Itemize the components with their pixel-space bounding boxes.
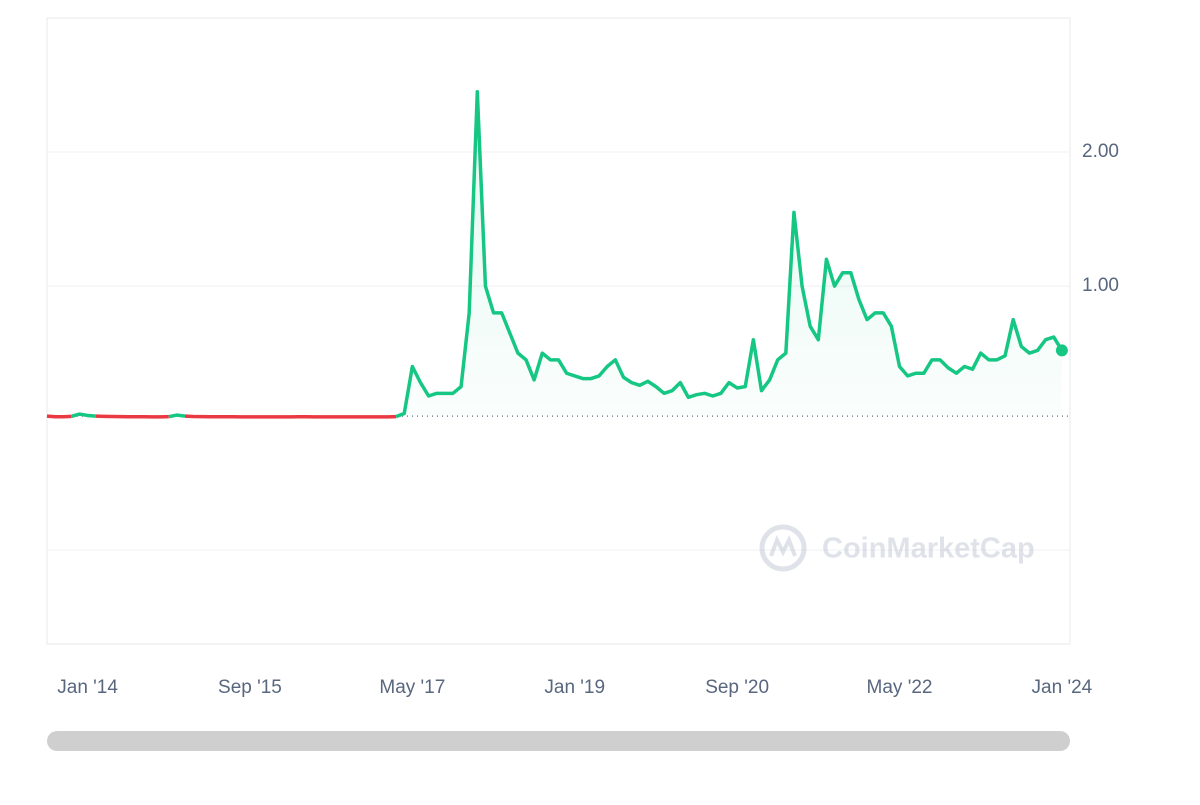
watermark: CoinMarketCap	[759, 524, 1035, 572]
price-line	[46, 414, 72, 419]
last-point	[1055, 344, 1068, 357]
y-tick-label: 1.00	[1082, 275, 1119, 296]
price-line	[70, 412, 96, 419]
y-tick-label: 2.00	[1082, 141, 1119, 162]
x-tick-label: Sep '20	[705, 677, 769, 698]
plot-frame	[46, 17, 1071, 645]
x-tick-label: Jan '19	[544, 677, 605, 698]
x-tick-label: May '17	[379, 677, 445, 698]
watermark-logo	[759, 524, 807, 572]
price-line	[168, 413, 186, 419]
x-tick-label: Jan '14	[57, 677, 118, 698]
price-line	[95, 414, 169, 419]
x-tick-label: Sep '15	[218, 677, 282, 698]
price-area	[47, 91, 1062, 417]
x-tick-label: May '22	[867, 677, 933, 698]
watermark-text: CoinMarketCap	[822, 533, 1035, 565]
price-line	[184, 414, 397, 419]
price-line	[395, 89, 1064, 419]
watermark-logo-mark	[769, 535, 797, 557]
x-tick-label: Jan '24	[1032, 677, 1093, 698]
scrollbar[interactable]	[47, 731, 1070, 751]
